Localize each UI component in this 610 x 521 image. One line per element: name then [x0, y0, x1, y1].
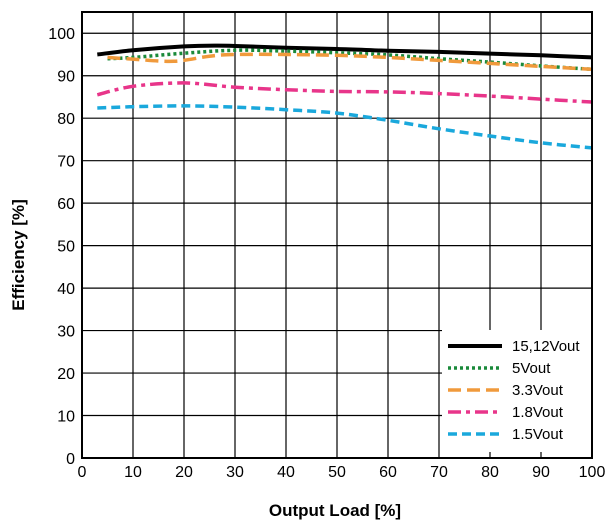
series-line-2 — [107, 52, 593, 72]
legend-label: 3.3Vout — [512, 382, 564, 399]
y-tick-label: 100 — [48, 26, 75, 43]
y-tick-label: 90 — [57, 69, 75, 86]
y-tick-label: 20 — [57, 366, 75, 383]
y-tick-label: 80 — [57, 111, 75, 128]
series-line-3 — [96, 81, 593, 104]
y-tick-label: 40 — [57, 281, 75, 298]
x-tick-label: 60 — [379, 464, 397, 481]
legend-label: 1.5Vout — [512, 426, 564, 443]
legend-label: 5Vout — [512, 360, 551, 377]
y-axis-title: Efficiency [%] — [9, 199, 28, 310]
y-tick-labels: 0 10 20 30 40 50 60 70 80 90 100 — [48, 26, 75, 468]
y-tick-label: 0 — [66, 451, 75, 468]
x-tick-label: 90 — [532, 464, 550, 481]
y-tick-label: 60 — [57, 196, 75, 213]
y-tick-label: 30 — [57, 324, 75, 341]
y-tick-label: 50 — [57, 239, 75, 256]
legend-label: 1.8Vout — [512, 404, 564, 421]
x-tick-label: 30 — [226, 464, 244, 481]
series-lines — [96, 43, 593, 150]
series-line-1 — [107, 48, 593, 72]
x-tick-labels: 0 10 20 30 40 50 60 70 80 90 100 — [78, 464, 606, 481]
x-tick-label: 70 — [430, 464, 448, 481]
legend-label: 15,12Vout — [512, 338, 580, 355]
y-tick-label: 70 — [57, 154, 75, 171]
x-tick-label: 20 — [175, 464, 193, 481]
x-tick-label: 40 — [277, 464, 295, 481]
legend: 15,12Vout 5Vout 3.3Vout 1.8Vout 1.5Vout — [442, 330, 592, 452]
x-tick-label: 100 — [579, 464, 606, 481]
plot-frame — [81, 11, 593, 459]
y-tick-label: 10 — [57, 409, 75, 426]
x-tick-label: 0 — [78, 464, 87, 481]
x-tick-label: 50 — [328, 464, 346, 481]
x-tick-label: 10 — [124, 464, 142, 481]
series-line-0 — [97, 43, 593, 60]
x-axis-title: Output Load [%] — [269, 501, 401, 520]
x-tick-label: 80 — [481, 464, 499, 481]
series-line-4 — [97, 104, 593, 150]
